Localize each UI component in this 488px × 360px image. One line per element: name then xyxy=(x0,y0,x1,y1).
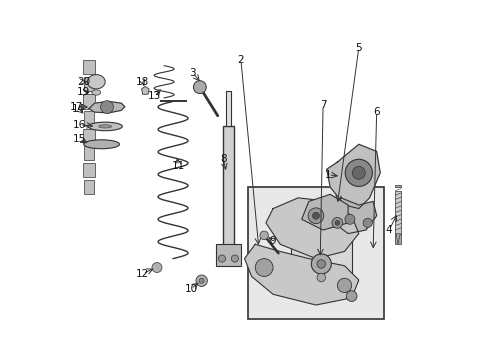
Ellipse shape xyxy=(92,90,101,95)
Polygon shape xyxy=(301,194,347,230)
Text: 8: 8 xyxy=(219,154,226,163)
Circle shape xyxy=(259,231,268,240)
Ellipse shape xyxy=(83,140,119,149)
Text: 5: 5 xyxy=(355,43,362,53)
Circle shape xyxy=(101,101,113,113)
Text: 9: 9 xyxy=(269,236,276,246)
Ellipse shape xyxy=(88,122,122,131)
Circle shape xyxy=(363,218,372,228)
Bar xyxy=(216,244,241,266)
Polygon shape xyxy=(326,144,380,208)
Circle shape xyxy=(307,208,323,224)
Text: 1: 1 xyxy=(325,170,331,180)
Text: 18: 18 xyxy=(136,77,149,87)
Text: 2: 2 xyxy=(237,55,244,65)
Text: 7: 7 xyxy=(319,100,325,110)
Circle shape xyxy=(352,166,365,179)
Bar xyxy=(223,126,233,251)
Circle shape xyxy=(344,214,354,224)
Circle shape xyxy=(331,217,342,228)
Bar xyxy=(82,129,95,143)
Circle shape xyxy=(334,220,339,225)
Circle shape xyxy=(196,275,207,287)
Ellipse shape xyxy=(99,125,111,128)
Polygon shape xyxy=(395,234,400,244)
Circle shape xyxy=(316,273,325,282)
Circle shape xyxy=(152,262,162,273)
Text: 14: 14 xyxy=(72,104,85,113)
Text: 3: 3 xyxy=(189,68,196,78)
Text: 12: 12 xyxy=(136,269,149,279)
Bar xyxy=(82,60,95,74)
Bar xyxy=(394,234,400,244)
Text: 4: 4 xyxy=(385,225,392,235)
Circle shape xyxy=(311,254,331,274)
Circle shape xyxy=(193,81,206,94)
Bar xyxy=(83,111,94,126)
Polygon shape xyxy=(329,198,376,234)
Text: 20: 20 xyxy=(77,77,90,87)
Text: 13: 13 xyxy=(147,91,161,101)
Text: 11: 11 xyxy=(171,161,184,171)
Circle shape xyxy=(231,255,238,262)
Text: 16: 16 xyxy=(73,120,86,130)
Ellipse shape xyxy=(87,75,105,89)
Polygon shape xyxy=(265,198,358,258)
Polygon shape xyxy=(89,102,124,113)
Text: 17: 17 xyxy=(70,102,83,112)
Bar xyxy=(225,91,230,126)
Polygon shape xyxy=(244,244,358,305)
Text: 15: 15 xyxy=(73,134,86,144)
Bar xyxy=(394,191,400,234)
Text: 6: 6 xyxy=(373,107,379,117)
Bar xyxy=(83,180,94,194)
Bar xyxy=(82,163,95,177)
Text: 19: 19 xyxy=(76,87,89,98)
Circle shape xyxy=(337,278,351,293)
Circle shape xyxy=(255,258,272,276)
Bar xyxy=(82,94,95,109)
Bar xyxy=(394,185,400,187)
Circle shape xyxy=(316,260,325,268)
Circle shape xyxy=(346,291,356,301)
Polygon shape xyxy=(142,86,149,94)
FancyBboxPatch shape xyxy=(290,228,351,296)
Bar xyxy=(83,77,94,91)
Circle shape xyxy=(345,159,372,186)
Circle shape xyxy=(218,255,225,262)
Circle shape xyxy=(199,278,203,283)
Circle shape xyxy=(312,212,319,219)
Text: 10: 10 xyxy=(184,284,197,294)
FancyBboxPatch shape xyxy=(247,187,383,319)
Bar xyxy=(83,146,94,160)
